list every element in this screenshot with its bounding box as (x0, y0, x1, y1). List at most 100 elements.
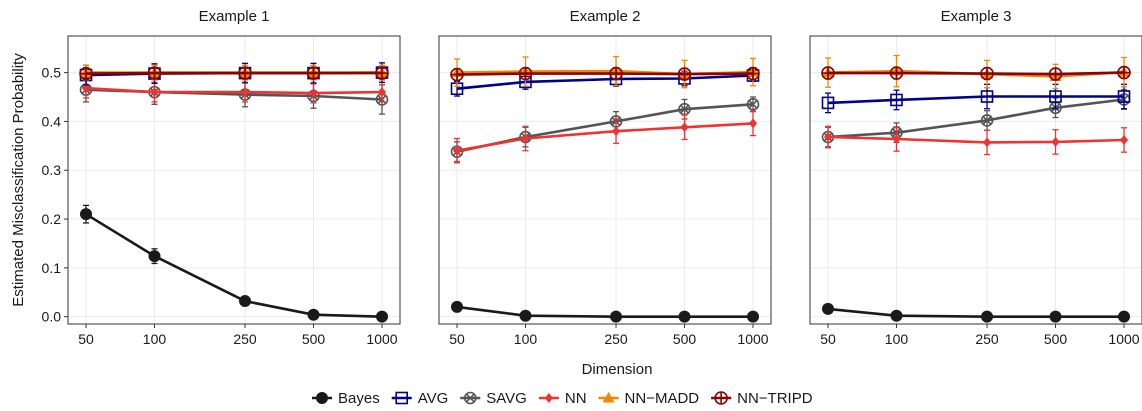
data-point (890, 93, 903, 107)
data-point (450, 67, 464, 82)
legend-item-nn-tripd: NN−TRIPD (711, 390, 813, 407)
data-point (306, 66, 321, 80)
data-point (241, 87, 250, 98)
legend-item-nn: NN (538, 390, 587, 407)
data-point (375, 66, 389, 80)
data-point (1051, 136, 1060, 147)
data-point (746, 66, 760, 81)
x-tick-label: 50 (78, 331, 94, 347)
series-line (827, 95, 1124, 105)
data-point (747, 310, 759, 323)
data-point (821, 96, 835, 110)
data-point (1120, 134, 1128, 145)
y-tick-label: 0.1 (42, 260, 62, 276)
panel-border (438, 35, 772, 325)
series-line (456, 72, 754, 76)
legend-key (544, 393, 553, 403)
x-tick-label: 1000 (737, 331, 768, 347)
data-point (1117, 90, 1131, 103)
data-point (239, 295, 252, 308)
legend-key (714, 391, 728, 405)
data-point (822, 302, 834, 315)
panel-border (809, 35, 1142, 325)
legend-item-savg: SAVG (460, 390, 527, 407)
data-point (678, 310, 691, 323)
legend-label: Bayes (338, 390, 380, 407)
data-point (824, 132, 832, 143)
data-point (610, 310, 623, 323)
y-tick-label: 0.2 (42, 211, 62, 227)
data-point (378, 87, 386, 98)
y-tick-label: 0.0 (42, 309, 62, 325)
y-tick-label: 0.5 (42, 65, 62, 81)
x-tick-label: 100 (514, 331, 538, 347)
data-point (983, 137, 992, 148)
panel-example-1: Example 1 0.0 0.1 0.2 0.3 0.4 0.5 50 100 250 500 10… (42, 8, 401, 347)
legend-key (463, 391, 477, 405)
series-line (85, 71, 382, 75)
legend-label: NN−MADD (625, 390, 700, 407)
x-tick-label: 250 (975, 331, 999, 347)
x-tick-label: 100 (885, 331, 909, 347)
data-point (821, 66, 835, 80)
legend-label: AVG (418, 390, 449, 407)
series-nn (453, 110, 757, 164)
data-point (1049, 90, 1062, 103)
data-point (1049, 310, 1062, 323)
data-point (609, 66, 623, 81)
series-bayes (80, 204, 388, 323)
data-point (79, 66, 93, 81)
data-point (981, 310, 994, 323)
data-point (518, 66, 533, 81)
data-point (150, 87, 159, 98)
data-point (890, 309, 903, 322)
plot-area (68, 36, 400, 324)
data-point (680, 122, 689, 133)
data-point (892, 133, 901, 144)
data-point (519, 309, 532, 322)
data-point (451, 300, 463, 313)
panels: Example 1 0.0 0.1 0.2 0.3 0.4 0.5 50 100 250 500 10… (42, 8, 1142, 347)
series-nn-tripd (450, 66, 760, 82)
x-tick-label: 1000 (366, 331, 397, 347)
legend-item-nn-madd: NN−MADD (598, 390, 700, 407)
legend-label: SAVG (486, 390, 527, 407)
legend: Bayes AVG SAVG NN NN−MADD NN−TRIPD (312, 390, 813, 407)
series-nn-tripd (821, 65, 1131, 81)
legend-key (602, 392, 615, 403)
data-point (746, 98, 760, 111)
x-tick-label: 50 (820, 331, 836, 347)
panel-title: Example 3 (941, 8, 1012, 25)
legend-item-avg: AVG (391, 390, 449, 407)
legend-key (395, 391, 409, 405)
series-line (828, 71, 1125, 76)
data-point (309, 88, 318, 99)
x-tick-label: 500 (302, 331, 326, 347)
data-point (238, 66, 252, 80)
series-nn (82, 77, 386, 104)
y-axis-label: Estimated Misclassification Probability (10, 53, 27, 307)
panel-example-3: Example 3 50 100 250 500 1000 (809, 8, 1142, 347)
data-point (1048, 67, 1063, 81)
data-point (80, 208, 92, 221)
x-tick-label: 500 (1044, 331, 1068, 347)
legend-label: NN (565, 390, 587, 407)
x-tick-label: 250 (604, 331, 628, 347)
series-bayes (822, 302, 1130, 323)
legend-item-bayes: Bayes (312, 390, 380, 407)
data-point (521, 133, 530, 144)
series-nn (824, 125, 1128, 156)
data-point (82, 83, 90, 94)
data-point (1117, 65, 1131, 80)
data-point (1118, 310, 1130, 323)
data-point (980, 114, 994, 127)
plot-area (810, 36, 1142, 324)
data-point (148, 250, 161, 263)
series-nn-tripd (79, 66, 389, 81)
data-point (376, 310, 388, 323)
data-point (980, 66, 994, 81)
data-point (749, 118, 757, 129)
data-point (677, 67, 692, 81)
legend-key (316, 392, 328, 404)
